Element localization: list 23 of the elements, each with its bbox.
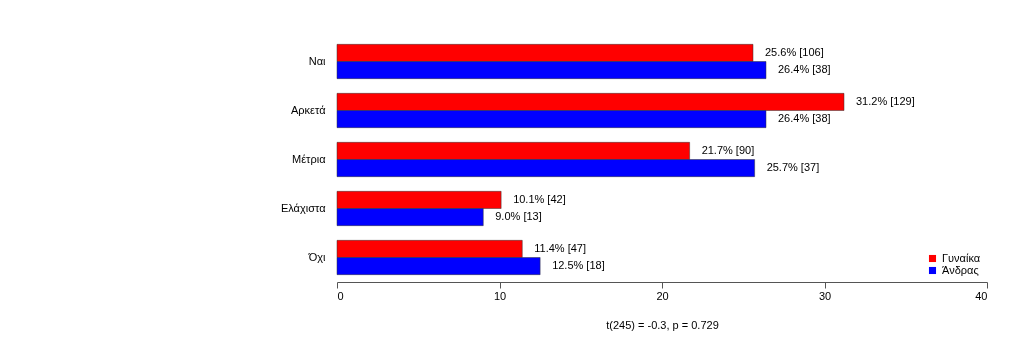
x-tick-label: 40 [975, 289, 988, 302]
data-label: 26.4% [38] [778, 63, 831, 76]
data-label: 11.4% [47] [534, 241, 587, 254]
x-tick-label: 30 [818, 289, 832, 302]
x-tick-label: 20 [656, 289, 669, 302]
data-label: 25.7% [37] [766, 161, 820, 174]
data-label: 21.7% [90] [701, 143, 755, 156]
data-label: 10.1% [42] [513, 192, 566, 205]
y-tick-label: Ελάχιστα [280, 201, 327, 214]
data-label: 25.6% [106] [765, 45, 824, 58]
data-label: 31.2% [129] [856, 94, 915, 107]
y-tick-label: Μέτρια [292, 152, 327, 165]
data-label: 12.5% [18] [552, 259, 605, 272]
y-tick-label: Αρκετά [290, 103, 327, 116]
legend-label: Γυναίκα [942, 251, 981, 264]
legend-label: Άνδρας [942, 263, 979, 276]
data-label: 26.4% [38] [778, 112, 831, 125]
text: t(245) = -0.3, p = 0.729 [606, 318, 719, 331]
data-label: 9.0% [13] [495, 210, 542, 223]
x-tick-label: 10 [493, 289, 507, 302]
x-tick-label: 0 [337, 289, 344, 302]
y-tick-label: Όχι [307, 250, 327, 263]
y-tick-label: Ναι [308, 54, 327, 67]
